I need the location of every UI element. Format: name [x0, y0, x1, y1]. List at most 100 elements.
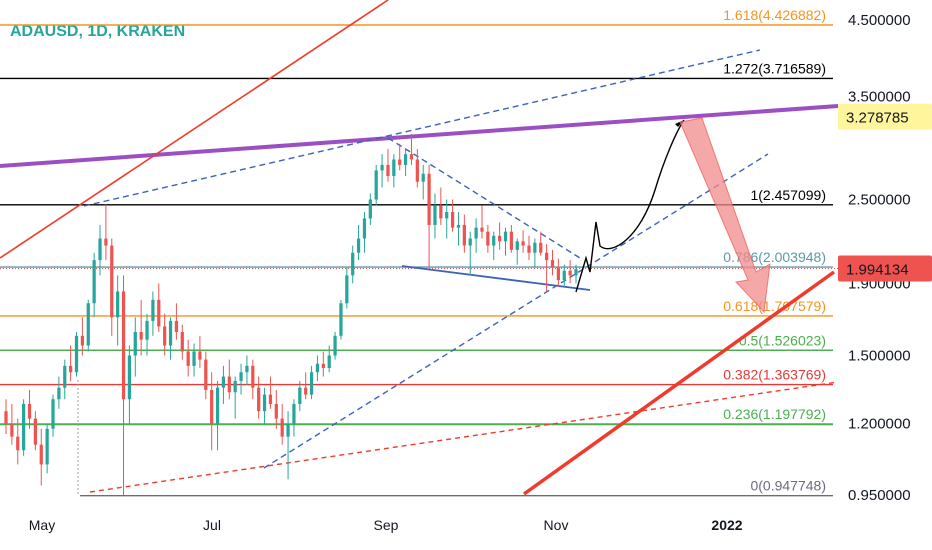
candle-body	[503, 231, 508, 242]
price-tags: 3.278785 1.994134	[838, 103, 932, 282]
candle-body	[45, 428, 49, 465]
candle-body	[274, 403, 278, 419]
candle-body	[550, 260, 555, 268]
candle-body	[215, 387, 220, 424]
candle-body	[39, 444, 43, 465]
target-down-arrow	[679, 117, 771, 314]
candle-body	[556, 267, 560, 281]
fib-label-0: 1.618(4.426882)	[723, 7, 826, 23]
candle-body	[80, 335, 85, 346]
candle-body	[497, 235, 502, 242]
candle-body	[151, 299, 155, 321]
chart-title: ADAUSD, 1D, KRAKEN	[10, 23, 185, 40]
candle-body	[515, 241, 519, 250]
candle-body	[198, 351, 202, 360]
candle-body	[57, 387, 61, 400]
candle-body	[368, 199, 372, 219]
x-tick-label-1: Jul	[203, 517, 221, 533]
candle-body	[539, 242, 543, 253]
candle-body	[309, 372, 314, 395]
candle-body	[421, 173, 425, 182]
blue-dashed-channel-lower	[263, 153, 769, 469]
candle-body	[245, 365, 249, 373]
x-tick-label-4: 2022	[711, 517, 742, 533]
candle-body	[86, 303, 90, 346]
purple-resistance-line	[0, 104, 839, 168]
candle-body	[433, 205, 437, 225]
candle-body	[333, 335, 337, 356]
candle-body	[104, 238, 108, 246]
candle-body	[33, 418, 37, 445]
candle-body	[74, 335, 79, 373]
candle-body	[157, 299, 161, 327]
candle-body	[121, 291, 126, 400]
y-tick-label-1: 3.500000	[848, 89, 911, 106]
annotations	[575, 117, 771, 314]
candle-body	[509, 231, 513, 250]
candle-body	[204, 359, 208, 390]
candle-body	[321, 363, 325, 368]
candle-body	[51, 399, 55, 429]
candle-body	[262, 394, 267, 412]
candle-body	[10, 423, 14, 437]
candle-body	[339, 303, 343, 336]
y-tick-label-6: 0.950000	[848, 487, 911, 504]
fib-label-7: 0.236(1.197792)	[723, 406, 826, 422]
candle-body	[386, 164, 390, 177]
candle-body	[486, 231, 490, 246]
candle-body	[527, 245, 531, 253]
candle-body	[268, 394, 273, 404]
red-channel-line-upper	[0, 0, 389, 259]
x-tick-label-2: Sep	[374, 517, 399, 533]
candle-body	[174, 320, 179, 333]
candle-body	[210, 389, 214, 424]
candle-body	[251, 365, 255, 388]
candle-body	[22, 403, 26, 451]
candle-body	[110, 245, 114, 318]
candle-body	[351, 252, 355, 276]
candle-body	[480, 227, 484, 232]
candle-body	[286, 423, 290, 437]
red-dashed-line	[89, 381, 839, 493]
candle-body	[415, 159, 419, 182]
candle-body	[116, 291, 120, 318]
candle-body	[356, 238, 361, 253]
candle-body	[133, 332, 137, 356]
candle-body	[398, 159, 402, 165]
candle-body	[127, 355, 132, 400]
candle-body	[562, 270, 566, 281]
x-tick-label-3: Nov	[544, 517, 569, 533]
price-tag-bg-0	[838, 103, 932, 130]
fibonacci-levels: 1.618(4.426882) 1.272(3.716589) 1(2.457099…	[0, 7, 838, 497]
price-tag-label-1: 1.994134	[846, 262, 909, 279]
red-support-line	[522, 270, 836, 496]
price-tag-bg-1	[838, 255, 932, 282]
candle-body	[403, 154, 408, 165]
y-tick-label-5: 1.200000	[848, 416, 911, 433]
candle-body	[27, 403, 32, 419]
candle-body	[92, 260, 96, 304]
candle-body	[145, 320, 149, 340]
fib-label-1: 1.272(3.716589)	[723, 60, 826, 76]
y-tick-label-0: 4.500000	[848, 12, 911, 29]
candle-body	[16, 436, 20, 451]
candle-body	[257, 387, 261, 412]
fib-label-5: 0.5(1.526023)	[739, 332, 826, 348]
candlestick-series	[4, 133, 578, 495]
blue-dashed-channel-upper	[83, 49, 761, 207]
time-axis[interactable]: May Jul Sep Nov 2022	[29, 517, 743, 533]
candle-body	[574, 269, 578, 276]
candle-body	[521, 241, 525, 246]
fib-label-4: 0.618(1.707579)	[723, 298, 826, 314]
candle-body	[439, 205, 443, 219]
candle-body	[392, 159, 396, 177]
candle-body	[450, 211, 455, 228]
candle-body	[468, 238, 472, 246]
candle-body	[327, 355, 331, 368]
candle-body	[221, 376, 226, 388]
y-tick-label-4: 1.500000	[848, 348, 911, 365]
candle-body	[315, 363, 320, 373]
blue-dashed-wedge-top	[387, 137, 581, 259]
candle-body	[192, 351, 196, 366]
